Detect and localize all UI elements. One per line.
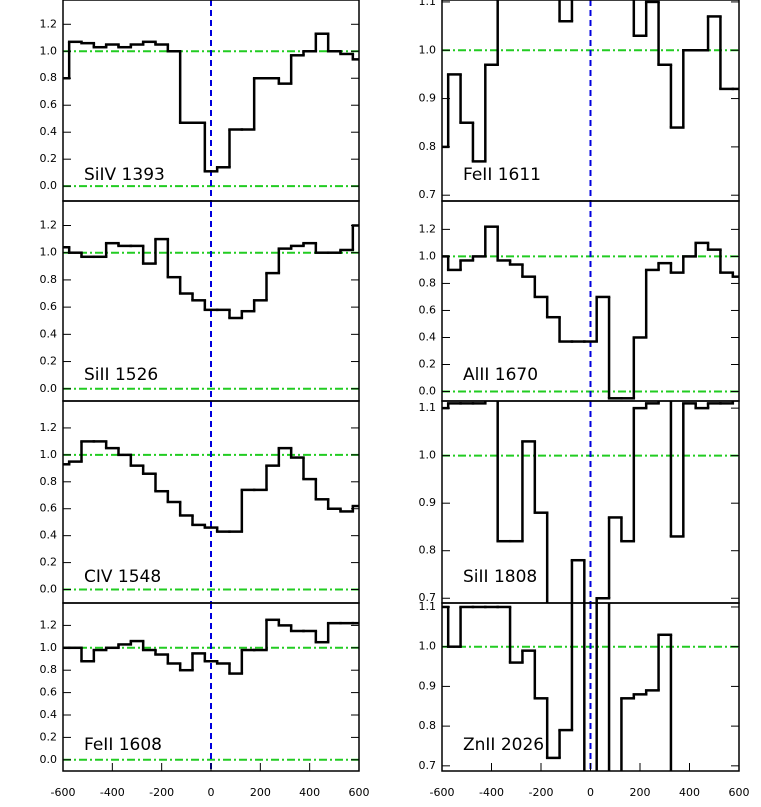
panel: 0.0 0.2 0.4 0.6 0.8 1.0 1.2 AlII 1670 [419,200,740,402]
y-tick-label: 0.7 [419,591,437,604]
y-tick-label: 0.0 [40,583,58,596]
x-tick-label: -600 [51,786,76,799]
panel: 0.7 0.8 0.9 1.0 1.1 FeII 1611 [419,0,740,202]
y-tick-label: 0.8 [40,663,58,676]
y-tick-label: 0.4 [40,327,58,340]
x-tick-label: 600 [729,786,750,799]
y-tick-label: 0.8 [419,276,437,289]
y-tick-label: 1.0 [40,448,58,461]
y-tick-label: 0.6 [40,686,58,699]
panel: 0.0 0.2 0.4 0.6 0.8 1.0 1.2 SiII 1526 [40,200,360,402]
y-tick-label: 1.2 [40,17,58,30]
y-tick-label: 1.1 [419,0,437,8]
panel: 0.0 0.2 0.4 0.6 0.8 1.0 1.2 -600 -400 -200 0 200 400… [40,602,370,799]
y-tick-label: 1.0 [419,249,437,262]
y-tick-label: 0.8 [40,475,58,488]
y-tick-label: 0.4 [40,529,58,542]
panel: 0.0 0.2 0.4 0.6 0.8 1.0 1.2 SiIV 1393 [40,0,360,202]
y-tick-label: 1.2 [419,222,437,235]
y-tick-label: 1.2 [40,218,58,231]
spectrum [63,618,359,675]
x-tick-label: 0 [208,786,215,799]
y-tick-label: 0.0 [419,385,437,398]
y-tick-label: 1.1 [419,401,437,414]
y-tick-label: 0.6 [419,303,437,316]
line-label: SiII 1808 [463,567,537,587]
x-tick-label: 400 [679,786,700,799]
y-tick-label: 1.0 [419,43,437,56]
y-tick-label: 0.2 [40,730,58,743]
x-tick-label: -200 [529,786,554,799]
y-tick-label: 0.8 [419,140,437,153]
y-tick-label: 0.2 [40,152,58,165]
line-label: ZnII 2026 [463,735,544,755]
y-tick-label: 1.0 [40,641,58,654]
x-tick-label: 200 [250,786,271,799]
y-tick-label: 1.0 [419,449,437,462]
panel: 0.7 0.8 0.9 1.0 1.1 -600 -400 -200 0 200 400 600 ZnI… [419,600,750,799]
y-tick-label: 0.7 [419,188,437,201]
spectrum [63,440,359,533]
spectrum [63,224,359,320]
y-tick-label: 0.9 [419,496,437,509]
spectrum [442,603,673,771]
x-tick-label: -600 [430,786,455,799]
y-tick-label: 0.6 [40,300,58,313]
y-tick-label: 0.8 [40,273,58,286]
line-label: FeII 1611 [463,165,541,185]
y-tick-label: 0.2 [419,358,437,371]
x-tick-label: -200 [149,786,174,799]
y-tick-label: 0.2 [40,355,58,368]
x-tick-label: -400 [100,786,125,799]
y-tick-label: 1.2 [40,421,58,434]
y-tick-label: 0.4 [419,330,437,343]
spectrum [442,401,735,603]
x-tick-label: 200 [630,786,651,799]
spectrum [63,32,359,173]
y-tick-label: 0.4 [40,125,58,138]
line-label: FeII 1608 [84,735,162,755]
y-tick-label: 0.0 [40,179,58,192]
y-tick-label: 0.0 [40,382,58,395]
y-tick-label: 0.2 [40,556,58,569]
y-tick-label: 0.9 [419,679,437,692]
y-tick-label: 1.0 [40,246,58,259]
line-label: CIV 1548 [84,567,161,587]
y-tick-label: 1.2 [40,618,58,631]
y-tick-label: 1.1 [419,600,437,613]
panel: 0.7 0.8 0.9 1.0 1.1 SiII 1808 [419,400,740,604]
line-label: AlII 1670 [463,365,538,385]
spectrum [442,225,739,400]
x-tick-label: 400 [299,786,320,799]
x-tick-label: -400 [479,786,504,799]
y-tick-label: 0.4 [40,708,58,721]
y-tick-label: 1.0 [40,44,58,57]
y-tick-label: 0.9 [419,92,437,105]
x-tick-label: 0 [587,786,594,799]
y-tick-label: 1.0 [419,640,437,653]
y-tick-label: 0.0 [40,753,58,766]
y-tick-label: 0.7 [419,759,437,772]
y-tick-label: 0.6 [40,98,58,111]
line-label: SiIV 1393 [84,165,165,185]
y-tick-label: 0.8 [419,719,437,732]
y-tick-label: 0.8 [40,71,58,84]
y-tick-label: 0.8 [419,544,437,557]
panel: 0.0 0.2 0.4 0.6 0.8 1.0 1.2 CIV 1548 [40,400,360,604]
y-tick-label: 0.6 [40,502,58,515]
line-label: SiII 1526 [84,365,158,385]
x-tick-label: 600 [349,786,370,799]
